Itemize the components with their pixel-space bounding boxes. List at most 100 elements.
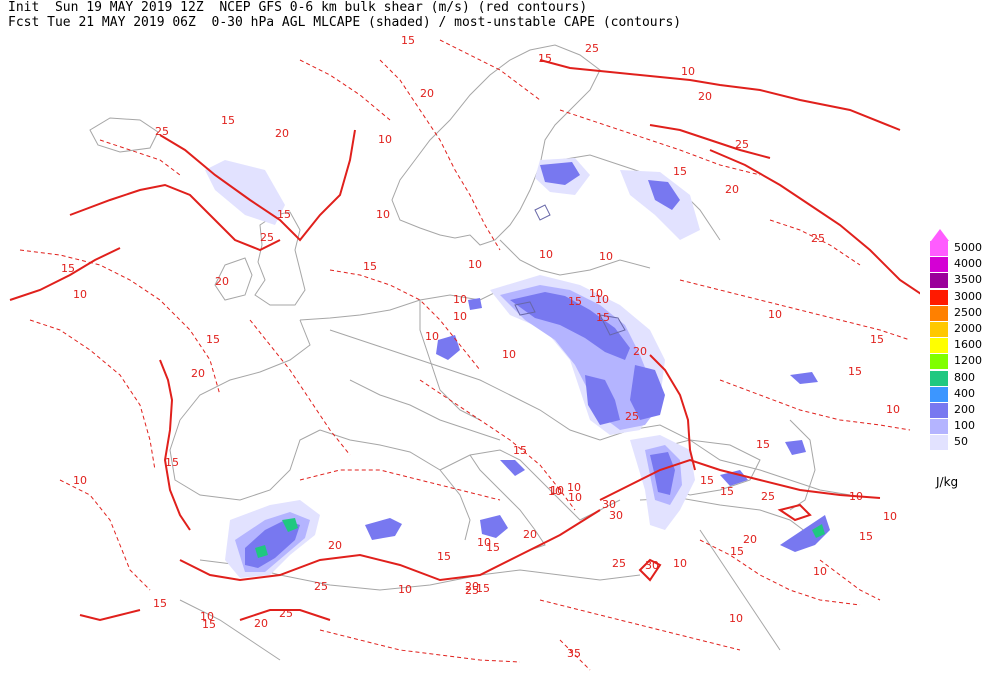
legend-level-50: 50 [928,434,998,451]
contour-label: 10 [681,65,695,78]
contour-label: 25 [811,232,825,245]
contour-label: 10 [73,288,87,301]
contour-label: 20 [743,533,757,546]
contour-label: 25 [612,557,626,570]
legend-level-3000: 3000 [928,289,998,305]
contour-label: 20 [215,275,229,288]
shear-contours [9,39,920,671]
contour-label: 10 [477,536,491,549]
contour-label: 20 [523,528,537,541]
contour-label: 10 [550,484,564,497]
weather-map: 1525201510202515202515102025101520102510… [9,34,920,671]
contour-label: 30 [602,498,616,511]
legend-value: 2500 [954,305,982,319]
legend-swatch [930,305,948,321]
legend-level-400: 400 [928,386,998,402]
contour-label: 15 [513,444,527,457]
legend-swatch [930,273,948,289]
legend-swatch [930,289,948,305]
contour-label: 10 [813,565,827,578]
contour-label: 20 [465,580,479,593]
header-line-forecast: Fcst Tue 21 MAY 2019 06Z 0-30 hPa AGL ML… [8,15,682,30]
legend-level-800: 800 [928,370,998,386]
legend-value: 800 [954,370,975,384]
contour-label: 25 [260,231,274,244]
contour-label: 25 [314,580,328,593]
legend-value: 3500 [954,273,982,287]
contour-label: 10 [729,612,743,625]
legend-swatch [930,403,948,418]
cape-area-russia-east [790,372,818,384]
contour-label: 15 [363,260,377,273]
cape-area-iberia-green [282,518,298,532]
cape-area-kazakh [785,440,806,455]
contour-label: 25 [465,584,479,597]
legend-swatch [930,419,948,435]
legend-level-3500: 3500 [928,272,998,289]
contour-label: 10 [539,248,553,261]
legend-level-4000: 4000 [928,256,998,273]
contour-label: 10 [883,510,897,523]
cape-area-poland [468,298,482,310]
contour-label: 10 [73,474,87,487]
legend-swatch [930,338,948,354]
legend-value: 2000 [954,322,982,335]
cape-area-caucasus-core [650,452,675,495]
legend-swatch [930,370,948,386]
legend-value: 3000 [954,289,982,303]
contour-label: 20 [633,345,647,358]
contour-label: 15 [476,582,490,595]
contour-label: 10 [398,583,412,596]
legend-swatch [930,435,948,451]
legend-level-1200: 1200 [928,353,998,370]
legend-swatch [930,354,948,370]
contour-label: 10 [453,310,467,323]
contour-label: 10 [886,403,900,416]
contour-label: 15 [486,541,500,554]
contour-label: 10 [548,485,562,498]
contour-label: 10 [768,308,782,321]
contour-label: 15 [61,262,75,275]
contour-label: 30 [609,509,623,522]
cape-area-iberia-green2 [255,545,268,558]
legend-value: 4000 [954,257,982,271]
contour-label: 10 [378,133,392,146]
legend-swatch [930,322,948,337]
cape-area-blacksea-east [720,470,748,486]
cape-area-turkey-east [780,515,830,552]
contour-label: 15 [538,52,552,65]
contour-label: 15 [700,474,714,487]
contour-label: 10 [599,250,613,263]
contour-label: 25 [761,490,775,503]
contour-label: 20 [725,183,739,196]
contour-label: 30 [645,559,659,572]
contour-label: 25 [279,607,293,620]
legend-swatch [930,386,948,402]
cape-area-atlantic [205,160,285,225]
contour-label: 10 [376,208,390,221]
contour-label: 20 [275,127,289,140]
contour-label: 10 [673,557,687,570]
contour-label: 15 [568,295,582,308]
contour-label: 15 [673,165,687,178]
contour-label: 10 [453,293,467,306]
legend-value: 1600 [954,338,982,352]
contour-label: 15 [401,34,415,47]
cape-area-turkey-east-green [812,524,825,538]
contour-label: 10 [589,287,603,300]
contour-label: 25 [735,138,749,151]
contour-label: 10 [502,348,516,361]
contour-label: 15 [206,333,220,346]
contour-label: 25 [585,42,599,55]
cape-area-italy [480,515,508,538]
contour-label: 10 [425,330,439,343]
contour-label: 15 [277,208,291,221]
legend-level-2000: 2000 [928,321,998,337]
contour-label: 15 [870,333,884,346]
contour-label: 10 [849,490,863,503]
contour-label: 35 [567,647,581,660]
cape-area-ukraine-band [585,375,620,425]
legend-value: 100 [954,419,975,433]
contour-label: 10 [468,258,482,271]
cape-area-germany [436,335,460,360]
